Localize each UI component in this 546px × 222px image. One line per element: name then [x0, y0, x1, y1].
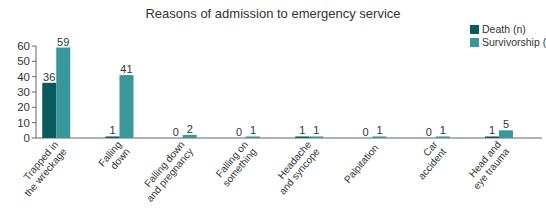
data-label: 1	[250, 124, 256, 136]
x-tick-label-line: and pregnancy	[144, 146, 195, 204]
data-label: 1	[376, 124, 382, 136]
x-tick-label: Headacheand syncope	[268, 139, 322, 197]
x-tick-label-line: down	[108, 146, 132, 171]
y-tick	[32, 138, 36, 139]
data-label: 59	[57, 36, 69, 48]
bar	[372, 136, 386, 138]
legend-swatch	[470, 38, 479, 47]
bar	[295, 136, 309, 138]
x-tick-label-line: the wreckage	[22, 146, 69, 199]
x-tick-label: Palpitation	[342, 142, 380, 185]
chart-svg: Reasons of admission to emergency servic…	[0, 0, 546, 222]
y-tick-label: 40	[17, 71, 30, 83]
data-label: 0	[173, 126, 179, 138]
x-tick-label-line: something	[220, 146, 258, 188]
bar	[246, 136, 260, 138]
data-label: 1	[440, 124, 446, 136]
chart-root: Reasons of admission to emergency servic…	[0, 0, 546, 222]
bar	[436, 136, 450, 138]
y-tick-label: 50	[17, 55, 30, 67]
data-label: 1	[299, 124, 305, 136]
y-tick-label: 60	[17, 40, 30, 52]
x-tick-label: Caraccident	[407, 138, 448, 181]
y-tick-label: 10	[17, 117, 30, 129]
data-label: 36	[43, 71, 55, 83]
x-tick-label-line: eye trauma	[471, 146, 512, 192]
data-label: 5	[503, 118, 509, 130]
y-tick	[32, 61, 36, 62]
bar	[56, 48, 70, 138]
y-tick-label: 30	[17, 86, 30, 98]
x-tick-label: Trapped inthe wreckage	[14, 139, 69, 199]
x-tick-label-line: and syncope	[277, 146, 322, 197]
bar	[42, 83, 56, 138]
y-tick-label: 0	[24, 132, 30, 144]
x-tick-label: Falling onsomething	[212, 139, 259, 188]
data-label: 1	[489, 124, 495, 136]
bars	[42, 48, 513, 138]
bar	[499, 130, 513, 138]
y-tick	[32, 122, 36, 123]
data-label: 41	[120, 63, 132, 75]
y-tick	[32, 76, 36, 77]
legend-label: Death (n)	[482, 23, 526, 35]
legend-swatch	[470, 25, 479, 34]
data-label: 0	[236, 126, 242, 138]
y-tick	[32, 46, 36, 47]
bar	[183, 135, 197, 138]
bar	[105, 136, 119, 138]
x-tick-label-line: Palpitation	[342, 142, 380, 185]
data-label: 0	[426, 126, 432, 138]
data-label: 1	[313, 124, 319, 136]
y-tick	[32, 107, 36, 108]
y-tick-label: 20	[17, 101, 30, 113]
data-label: 2	[187, 123, 193, 135]
legend-label: Survivorship (n)	[482, 36, 546, 48]
title: Reasons of admission to emergency servic…	[145, 6, 400, 21]
bar	[119, 75, 133, 138]
x-tick-label-line: accident	[416, 146, 449, 182]
y-axis	[36, 46, 37, 138]
data-label: 1	[109, 124, 115, 136]
x-tick-label: Head andeye trauma	[462, 139, 511, 192]
x-tick-label: Fallingdown	[96, 139, 132, 176]
bar	[485, 136, 499, 138]
bar	[309, 136, 323, 138]
y-tick	[32, 92, 36, 93]
x-tick-label: Falling downand pregnancy	[136, 139, 195, 204]
data-labels: 3659141020111010115	[43, 36, 509, 138]
data-label: 0	[362, 126, 368, 138]
